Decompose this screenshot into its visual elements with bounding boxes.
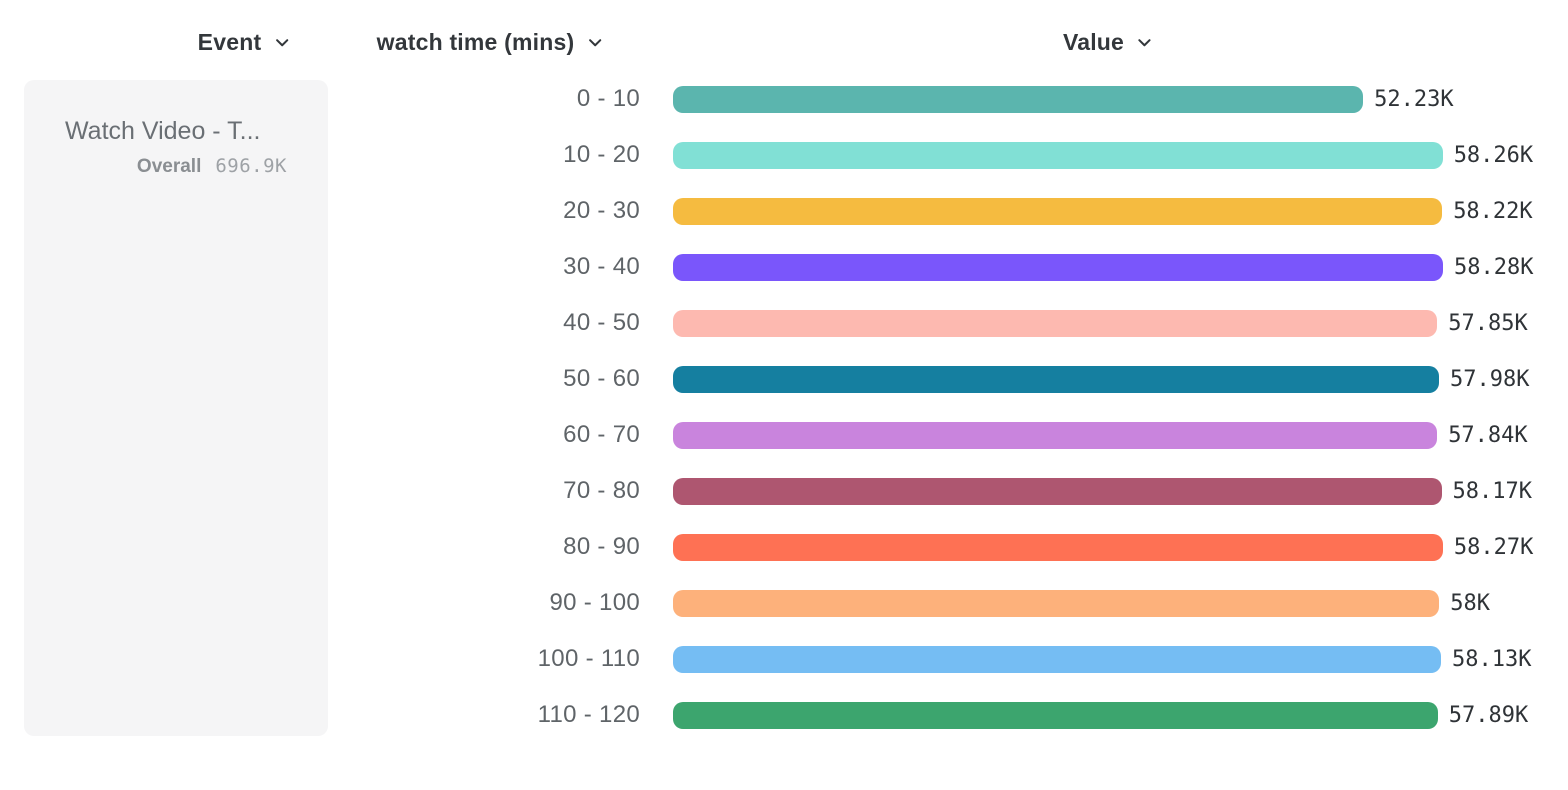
chart-row: 60 - 70 57.84K [0,407,1568,463]
watch-time-column-header[interactable]: watch time (mins) [377,27,604,57]
value-bar[interactable] [673,309,1438,337]
bar-value-label: 57.85K [1448,310,1528,336]
chart-row: 0 - 10 52.23K [0,71,1568,127]
chart-row: 80 - 90 58.27K [0,519,1568,575]
chart-row: 70 - 80 58.17K [0,463,1568,519]
watch-time-column-label: watch time (mins) [376,28,575,55]
value-bar[interactable] [673,253,1443,281]
bar-value-label: 58.28K [1454,254,1534,280]
value-bar[interactable] [673,85,1364,113]
event-column-header[interactable]: Event [198,27,291,57]
overall-row: Overall 696.9K [65,155,287,178]
bar-value-label: 58.27K [1453,534,1534,560]
value-bar[interactable] [673,421,1438,449]
bucket-label: 50 - 60 [563,365,640,392]
bar-value-label: 57.89K [1448,702,1529,728]
overall-value: 696.9K [215,155,287,177]
bucket-label: 80 - 90 [563,533,640,560]
bar-value-label: 57.98K [1450,366,1530,392]
value-bar[interactable] [673,141,1443,169]
chevron-down-icon [1136,34,1153,51]
chart-row: 10 - 20 58.26K [0,127,1568,183]
overall-label: Overall [136,156,202,177]
bucket-label: 110 - 120 [537,701,640,728]
bar-value-label: 57.84K [1448,422,1528,448]
bucket-label: 20 - 30 [563,197,640,224]
chart-row: 100 - 110 58.13K [0,631,1568,687]
bucket-label: 30 - 40 [563,253,640,280]
bucket-label: 90 - 100 [549,589,640,616]
value-bar[interactable] [673,645,1441,673]
chart-row: 40 - 50 57.85K [0,295,1568,351]
value-column-label: Value [1062,28,1125,55]
value-column-header[interactable]: Value [1063,27,1153,57]
bar-value-label: 58.17K [1452,478,1532,504]
event-column-label: Event [197,28,262,55]
bar-value-label: 58K [1450,590,1491,616]
chevron-down-icon [586,34,603,51]
value-bar[interactable] [673,589,1440,617]
chart-row: 20 - 30 58.22K [0,183,1568,239]
value-bar[interactable] [673,197,1443,225]
bucket-label: 100 - 110 [537,645,640,672]
value-bar[interactable] [673,365,1439,393]
chart-row: 90 - 100 58K [0,575,1568,631]
value-bar[interactable] [673,701,1438,729]
chart-row: 50 - 60 57.98K [0,351,1568,407]
event-title: Watch Video - T... [65,117,261,145]
bucket-label: 40 - 50 [563,309,640,336]
chart-row: 110 - 120 57.89K [0,687,1568,743]
chevron-down-icon [273,34,290,51]
value-bar[interactable] [673,533,1443,561]
chart-row: 30 - 40 58.28K [0,239,1568,295]
bucket-label: 70 - 80 [563,477,640,504]
bar-value-label: 58.22K [1453,198,1533,224]
bucket-label: 0 - 10 [576,85,640,112]
bar-value-label: 52.23K [1374,86,1454,112]
value-bar[interactable] [673,477,1442,505]
bar-value-label: 58.13K [1452,646,1532,672]
event-card[interactable]: Watch Video - T... Overall 696.9K [24,80,328,736]
bucket-label: 10 - 20 [563,141,640,168]
bucket-label: 60 - 70 [563,421,640,448]
chart-rows: 0 - 10 52.23K 10 - 20 58.26K 20 - 30 58.22K 30… [0,71,1568,743]
bar-value-label: 58.26K [1453,142,1534,168]
